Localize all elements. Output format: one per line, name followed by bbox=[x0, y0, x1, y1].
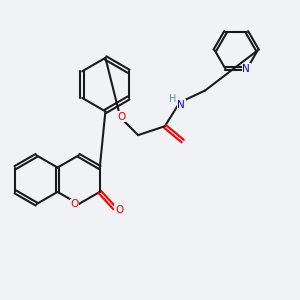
Text: O: O bbox=[70, 199, 78, 209]
Text: H: H bbox=[169, 94, 176, 104]
Text: O: O bbox=[118, 112, 126, 122]
Text: N: N bbox=[177, 100, 185, 110]
Text: N: N bbox=[242, 64, 250, 74]
Text: O: O bbox=[115, 205, 123, 215]
